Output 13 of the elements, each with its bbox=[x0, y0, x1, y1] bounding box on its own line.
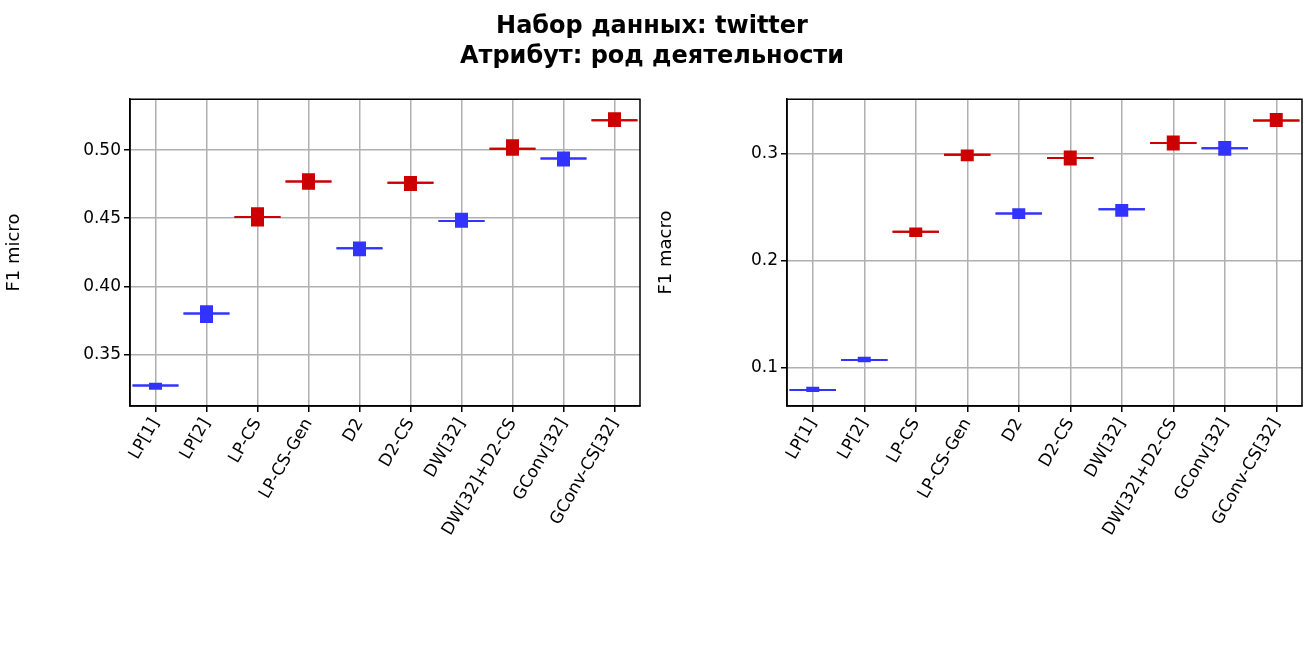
chart-subtitle: Атрибут: род деятельности bbox=[458, 40, 846, 70]
y-axis-title: F1 micro bbox=[2, 213, 24, 292]
chart-title: Набор данных: twitter bbox=[495, 10, 809, 40]
y-tick-label: 0.40 bbox=[83, 274, 121, 295]
y-tick-label: 0.3 bbox=[750, 142, 778, 163]
y-tick-label: 0.1 bbox=[750, 355, 778, 376]
x-tick-label: D2 bbox=[996, 414, 1027, 445]
y-tick-label: 0.45 bbox=[83, 206, 121, 227]
y-axis-title: F1 macro bbox=[654, 210, 676, 295]
y-tick-label: 0.2 bbox=[750, 249, 778, 270]
y-tick-label: 0.35 bbox=[83, 342, 121, 363]
y-tick-label: 0.50 bbox=[83, 138, 121, 159]
x-tick-label: D2 bbox=[337, 414, 367, 445]
